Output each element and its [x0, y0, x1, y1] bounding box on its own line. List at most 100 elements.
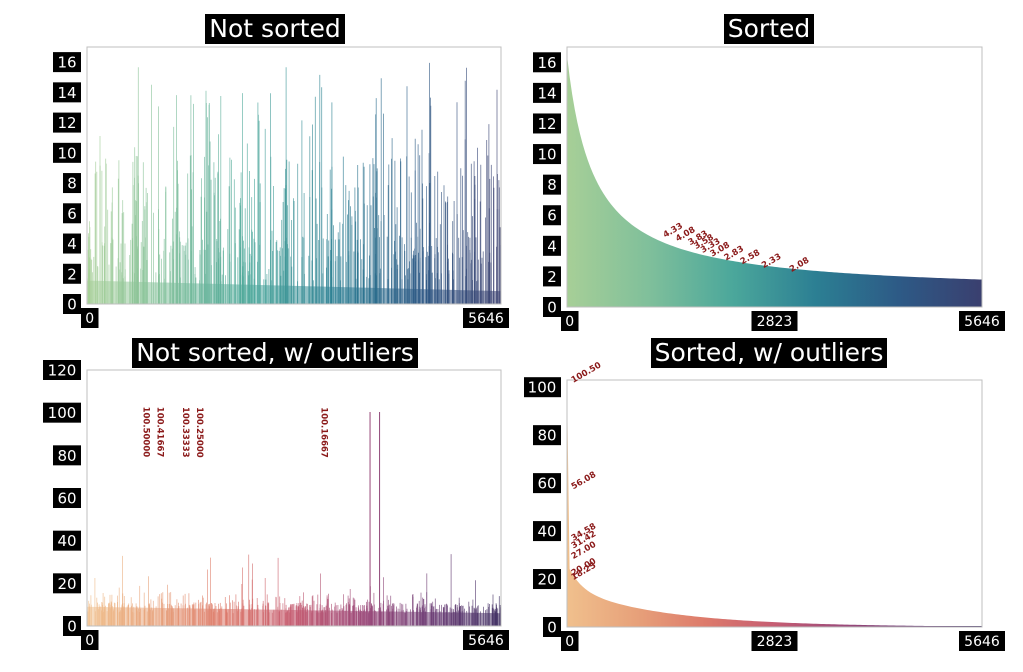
panel-sorted-outliers: Sorted, w/ outliers 0 20 40 60 80 100 0 2823 564…: [523, 338, 1014, 660]
value-annotation: 100.50000: [141, 407, 151, 458]
y-tick-label: 60: [537, 475, 556, 493]
x-tick: 2823: [751, 631, 798, 651]
value-annotation: 100.50: [570, 360, 603, 385]
panel-not-sorted-outliers: Not sorted, w/ outliers 0 20 40 60 80 100 120 0…: [40, 338, 510, 660]
y-tick: 20: [533, 569, 561, 590]
y-tick-label: 40: [57, 532, 76, 550]
y-tick-label: 6: [67, 205, 77, 223]
axes-frame: [566, 379, 983, 628]
y-tick: 80: [533, 425, 561, 446]
y-tick: 12: [53, 112, 81, 133]
axes-frame: [566, 46, 983, 308]
y-tick: 0: [543, 297, 561, 317]
value-annotation: 100.41667: [154, 407, 164, 458]
y-tick: 100: [523, 377, 561, 398]
x-tick-label: 0: [565, 314, 574, 330]
y-tick: 14: [53, 82, 81, 103]
y-tick-label: 12: [57, 114, 76, 132]
y-tick: 14: [533, 82, 561, 103]
y-tick-label: 100: [48, 404, 77, 422]
y-tick: 16: [533, 52, 561, 73]
y-tick-label: 8: [67, 175, 77, 193]
y-tick: 8: [543, 174, 561, 195]
y-tick-label: 14: [537, 84, 556, 102]
y-tick: 60: [533, 473, 561, 494]
x-tick-label: 5646: [468, 633, 504, 649]
x-tick: 0: [561, 631, 579, 651]
y-tick-label: 60: [57, 490, 76, 508]
x-tick-label: 5646: [964, 634, 1000, 650]
value-annotation: 56.08: [570, 470, 598, 492]
y-tick: 12: [533, 113, 561, 134]
y-tick: 6: [543, 205, 561, 226]
y-tick-label: 6: [547, 207, 557, 225]
panel-not-sorted: Not sorted 0 2 4 6 8 10 12 14 16 0 5646: [40, 14, 510, 336]
panel-sorted: Sorted 0 2 4 6 8 10 12 14 16 0 2823 5646 2.08 2.33 2.5…: [524, 14, 1014, 336]
y-tick-label: 4: [547, 237, 557, 255]
y-tick: 2: [543, 266, 561, 287]
y-tick-label: 0: [67, 296, 77, 314]
x-tick-label: 0: [565, 634, 574, 650]
sorted-area: [567, 55, 982, 308]
x-tick: 0: [81, 308, 99, 328]
plot-area: [567, 55, 982, 308]
y-tick-label: 2: [547, 268, 557, 286]
y-tick-label: 20: [537, 571, 556, 589]
value-annotation: 100.33333: [180, 407, 190, 458]
axes-frame: [86, 46, 502, 305]
y-tick: 40: [53, 530, 81, 551]
value-annotation: 100.16667: [319, 407, 329, 458]
sorted-area: [567, 386, 982, 627]
y-tick-label: 16: [57, 54, 76, 72]
chart-not-sorted-outliers: 0 20 40 60 80 100 120 0 5646 100.50000 100.41667 10…: [43, 360, 509, 650]
plot-area: [86, 62, 502, 304]
x-tick: 0: [561, 311, 579, 331]
x-tick-label: 0: [85, 633, 94, 649]
y-tick-label: 100: [528, 379, 557, 397]
y-tick-label: 10: [537, 146, 556, 164]
y-tick-label: 16: [537, 54, 556, 72]
y-tick-label: 20: [57, 575, 76, 593]
y-tick: 0: [543, 617, 561, 637]
plot-area: [87, 412, 502, 626]
y-tick-label: 80: [537, 427, 556, 445]
y-tick: 2: [63, 263, 81, 284]
y-tick-label: 10: [57, 144, 76, 162]
y-tick-label: 14: [57, 84, 76, 102]
x-tick: 5646: [463, 308, 509, 328]
plot-area: [567, 386, 982, 627]
y-tick: 100: [43, 402, 81, 423]
y-tick: 4: [63, 233, 81, 254]
y-tick-label: 0: [547, 619, 557, 637]
y-tick: 8: [63, 173, 81, 194]
y-tick: 16: [53, 52, 81, 73]
x-tick-label: 5646: [964, 314, 1000, 330]
x-tick-label: 2823: [757, 314, 793, 330]
y-tick-label: 0: [67, 618, 77, 636]
y-tick: 120: [43, 360, 81, 380]
x-tick: 5646: [959, 311, 1005, 331]
y-tick: 0: [63, 294, 81, 314]
x-tick: 2823: [751, 311, 798, 331]
y-tick: 4: [543, 235, 561, 256]
y-tick-label: 120: [48, 362, 77, 380]
y-tick: 10: [53, 142, 81, 163]
y-tick-label: 8: [547, 176, 557, 194]
y-tick-label: 40: [537, 523, 556, 541]
y-tick: 80: [53, 445, 81, 466]
y-tick-label: 80: [57, 447, 76, 465]
y-tick-label: 12: [537, 115, 556, 133]
axes-frame: [86, 369, 502, 627]
y-tick-label: 2: [67, 265, 77, 283]
y-tick: 40: [533, 521, 561, 542]
y-tick-label: 0: [547, 299, 557, 317]
x-tick-label: 0: [85, 311, 94, 327]
x-tick: 5646: [463, 630, 509, 650]
x-tick: 0: [81, 630, 99, 650]
y-tick-label: 4: [67, 235, 77, 253]
x-tick-label: 5646: [468, 311, 504, 327]
x-tick-label: 2823: [757, 634, 793, 650]
y-tick: 6: [63, 203, 81, 224]
